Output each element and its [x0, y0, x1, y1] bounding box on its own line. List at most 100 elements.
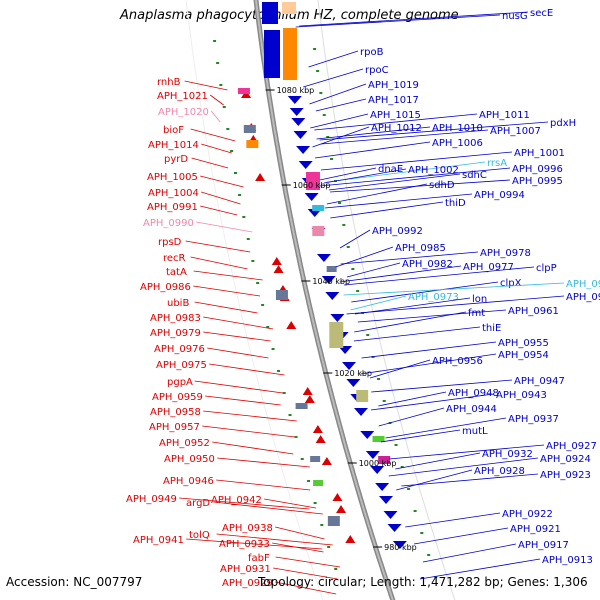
- minus-strand-arrow: [312, 425, 323, 433]
- right-gene-label: thiE: [482, 323, 501, 334]
- plus-strand-arrow: [387, 524, 402, 532]
- left-leader-line: [190, 128, 236, 142]
- tick-dot-inner: [226, 128, 230, 130]
- tick-dot-inner: [222, 106, 226, 108]
- right-leader-line: [422, 543, 517, 563]
- tick-dot-outer: [356, 290, 360, 292]
- left-gene-label: APH_1021: [157, 91, 208, 102]
- tick-dot-outer: [413, 510, 417, 512]
- right-gene-label: APH_0922: [502, 509, 553, 520]
- left-gene-label: APH_0983: [150, 313, 201, 324]
- outer-band-line: [317, 0, 456, 600]
- right-gene-label: APH_1015: [370, 110, 421, 121]
- rpob-gene-block: [264, 30, 280, 78]
- right-gene-label: APH_0966: [566, 279, 600, 290]
- right-leader-line: [396, 469, 473, 491]
- right-leader-line: [401, 473, 539, 487]
- minus-strand-arrow: [345, 535, 356, 543]
- plus-strand-arrow: [316, 254, 331, 262]
- right-gene-label: APH_0921: [510, 524, 561, 535]
- left-gene-label: APH_0949: [126, 494, 177, 505]
- right-leader-line: [360, 353, 497, 375]
- right-gene-label: APH_0913: [542, 555, 593, 566]
- tick-dot-outer: [346, 246, 350, 248]
- left-gene-label: tatA: [166, 267, 187, 278]
- left-gene-label: pyrD: [164, 154, 188, 165]
- minus-strand-arrow: [336, 505, 347, 513]
- right-leader-line: [339, 265, 462, 283]
- right-gene-label: rpoC: [365, 65, 389, 76]
- left-leader-line: [190, 256, 248, 270]
- right-gene-label: dnaE: [378, 164, 403, 175]
- plus-strand-arrow: [379, 496, 393, 504]
- right-leader-line: [346, 295, 565, 315]
- minus-strand-arrow: [286, 321, 297, 329]
- plus-strand-arrow: [304, 193, 319, 201]
- left-leader-line: [200, 205, 238, 216]
- right-gene-label: APH_1019: [368, 80, 419, 91]
- right-leader-line: [369, 359, 431, 379]
- plus-strand-arrow: [365, 451, 380, 459]
- left-leader-line: [216, 533, 333, 546]
- right-leader-line: [295, 14, 501, 28]
- left-leader-line: [194, 380, 283, 394]
- right-gene-label: APH_0962: [566, 292, 600, 303]
- right-gene-label: APH_0927: [546, 441, 597, 452]
- right-gene-label: APH_0955: [498, 338, 549, 349]
- left-leader-line: [212, 441, 294, 455]
- right-gene-label: APH_0973: [408, 292, 459, 303]
- right-leader-line: [346, 262, 401, 278]
- right-gene-label: APH_0985: [395, 243, 446, 254]
- minus-strand-arrow: [271, 257, 282, 265]
- tick-dot-inner: [320, 524, 324, 526]
- plus-strand-arrow: [353, 408, 368, 416]
- right-gene-label: APH_0982: [402, 259, 453, 270]
- left-gene-label: APH_0931: [220, 564, 271, 575]
- left-leader-line: [193, 285, 260, 297]
- left-gene-label: fabF: [248, 553, 270, 564]
- right-leader-line: [315, 98, 367, 112]
- left-leader-line: [201, 191, 241, 205]
- right-leader-line: [385, 417, 507, 439]
- right-leader-line: [353, 326, 481, 342]
- left-leader-line: [200, 175, 244, 188]
- right-gene-label: APH_0947: [514, 376, 565, 387]
- plus-strand-arrow: [287, 96, 302, 104]
- tick-dot-inner: [242, 216, 246, 218]
- tick-dot-outer: [319, 92, 323, 94]
- right-gene-label: APH_0978: [480, 248, 531, 259]
- left-gene-label: APH_0979: [150, 328, 201, 339]
- tick-dot-inner: [213, 40, 217, 42]
- right-gene-label: secE: [530, 8, 553, 19]
- right-leader-line: [378, 407, 445, 427]
- right-gene-label: APH_0932: [482, 449, 533, 460]
- right-leader-line: [326, 183, 428, 205]
- right-gene-label: APH_0954: [498, 350, 549, 361]
- plus-strand-arrow: [360, 431, 375, 439]
- right-gene-label: APH_1001: [514, 148, 565, 159]
- plus-strand-arrow: [289, 108, 304, 116]
- minus-strand-arrow: [273, 265, 284, 273]
- left-leader-line: [202, 425, 295, 438]
- left-leader-line: [264, 498, 316, 509]
- left-gene-label: APH_1004: [148, 188, 199, 199]
- tick-dot-inner: [300, 458, 304, 460]
- left-leader-line: [275, 526, 325, 540]
- right-gene-label: APH_0992: [372, 226, 423, 237]
- right-leader-line: [323, 168, 407, 184]
- right-leader-line: [319, 121, 549, 141]
- right-gene-label: APH_0924: [540, 454, 591, 465]
- left-leader-line: [193, 270, 263, 281]
- left-gene-label: APH_0933: [219, 539, 270, 550]
- feature-block: [243, 125, 256, 133]
- right-leader-line: [357, 309, 507, 323]
- left-leader-line: [217, 457, 310, 468]
- plus-strand-arrow: [291, 118, 306, 126]
- tick-dot-inner: [277, 370, 281, 372]
- right-leader-line: [330, 201, 444, 219]
- left-gene-label: APH_0946: [163, 476, 214, 487]
- minus-strand-arrow: [255, 173, 266, 181]
- right-gene-label: thiD: [445, 198, 466, 209]
- tick-dot-inner: [219, 84, 223, 86]
